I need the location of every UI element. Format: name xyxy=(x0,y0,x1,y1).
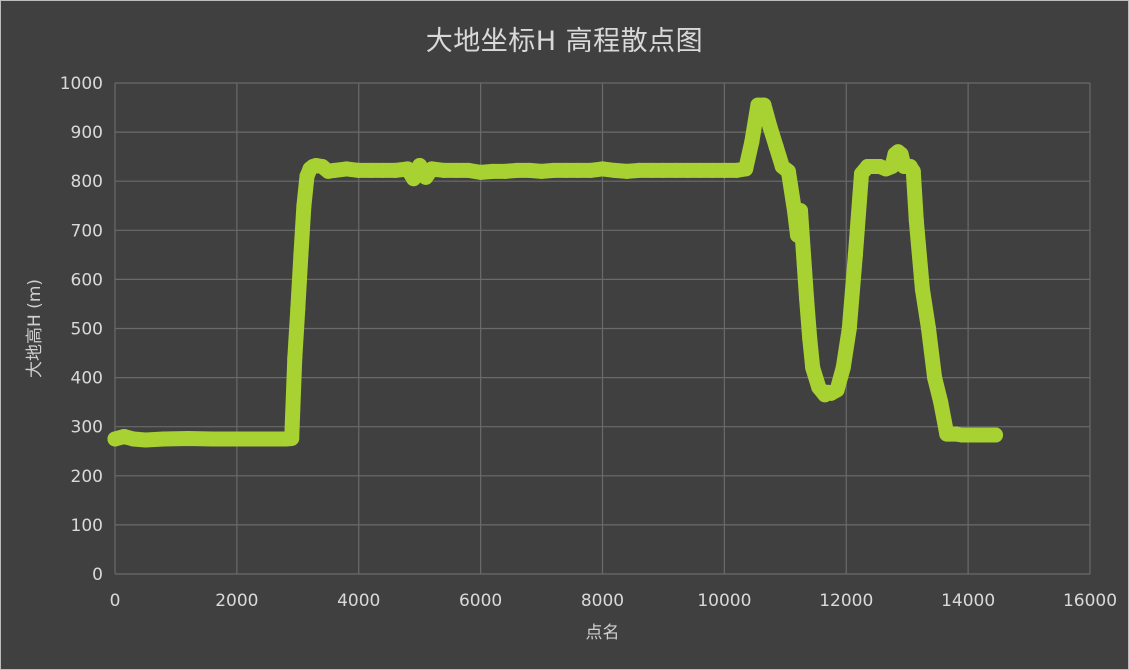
data-point xyxy=(534,163,550,179)
data-point xyxy=(704,162,720,178)
y-tick-label: 900 xyxy=(71,123,103,143)
data-point xyxy=(284,430,300,446)
data-point xyxy=(229,431,245,447)
data-point xyxy=(768,139,784,155)
x-tick-label: 16000 xyxy=(1063,591,1117,611)
data-point xyxy=(293,247,309,263)
data-point xyxy=(744,134,760,150)
series-1 xyxy=(107,97,1004,448)
data-point xyxy=(546,162,562,178)
data-point xyxy=(485,163,501,179)
data-point xyxy=(847,247,863,263)
data-point xyxy=(412,157,428,173)
data-point xyxy=(927,370,943,386)
data-point xyxy=(326,162,342,178)
data-point xyxy=(908,212,924,228)
data-point xyxy=(296,198,312,214)
data-point xyxy=(290,301,306,317)
x-axis-ticks: 0 2000 4000 6000 8000 10000 12000 14000 16000 xyxy=(110,591,1117,611)
y-tick-label: 500 xyxy=(71,320,103,340)
data-point xyxy=(829,382,845,398)
data-point xyxy=(205,431,220,447)
x-tick-label: 10000 xyxy=(697,591,751,611)
data-point xyxy=(790,227,805,243)
data-point xyxy=(253,431,269,447)
data-point xyxy=(287,350,303,366)
data-point xyxy=(460,162,476,178)
data-point xyxy=(988,427,1004,443)
x-tick-label: 14000 xyxy=(941,591,995,611)
data-point xyxy=(631,162,647,178)
data-point xyxy=(436,162,452,178)
series-line xyxy=(107,97,1003,448)
data-point xyxy=(363,162,379,178)
data-point xyxy=(933,394,949,410)
data-point xyxy=(619,163,635,179)
data-point xyxy=(509,162,525,178)
data-point xyxy=(799,291,815,307)
y-tick-label: 1000 xyxy=(60,74,103,94)
data-point xyxy=(893,146,909,162)
data-point xyxy=(914,281,930,297)
data-point xyxy=(558,162,574,178)
y-tick-label: 300 xyxy=(71,418,103,438)
data-point xyxy=(406,171,422,187)
data-point xyxy=(756,97,772,113)
data-point xyxy=(448,162,464,178)
data-point xyxy=(497,163,513,179)
data-point xyxy=(716,162,732,178)
data-point xyxy=(921,321,937,336)
y-axis-title: 大地高H (m) xyxy=(25,279,45,378)
y-tick-label: 400 xyxy=(71,369,103,389)
data-point xyxy=(137,432,153,448)
x-tick-label: 2000 xyxy=(215,591,258,611)
x-tick-label: 6000 xyxy=(459,591,502,611)
data-point xyxy=(841,321,857,336)
data-point xyxy=(387,162,403,178)
x-tick-label: 8000 xyxy=(581,591,624,611)
data-point xyxy=(643,162,659,178)
y-tick-label: 100 xyxy=(71,516,103,536)
data-point xyxy=(738,161,754,177)
data-point xyxy=(180,430,196,446)
data-point xyxy=(375,162,391,178)
data-point xyxy=(595,161,610,177)
data-point xyxy=(521,162,537,178)
y-tick-label: 800 xyxy=(71,172,103,192)
x-tick-label: 12000 xyxy=(819,591,873,611)
y-tick-label: 0 xyxy=(92,565,103,585)
y-tick-label: 600 xyxy=(71,270,103,290)
data-point xyxy=(570,162,586,178)
data-point xyxy=(802,330,818,346)
data-point xyxy=(473,164,489,180)
data-point xyxy=(692,162,708,178)
data-point xyxy=(884,158,900,174)
data-point xyxy=(793,203,809,219)
data-point xyxy=(762,119,778,135)
data-point xyxy=(351,162,367,178)
x-tick-label: 0 xyxy=(110,591,121,611)
data-point xyxy=(125,431,141,447)
data-point xyxy=(835,360,851,376)
y-tick-label: 200 xyxy=(71,467,103,487)
data-point xyxy=(780,163,796,179)
chart-title: 大地坐标H 高程散点图 xyxy=(425,26,704,57)
y-axis-ticks: 0 100 200 300 400 500 600 700 800 900 1000 xyxy=(60,74,103,585)
data-point xyxy=(582,162,598,178)
data-point xyxy=(424,161,440,177)
x-axis-title: 点名 xyxy=(586,623,620,643)
data-point xyxy=(668,162,684,178)
y-tick-label: 700 xyxy=(71,221,103,241)
x-tick-label: 4000 xyxy=(337,591,380,611)
data-point xyxy=(905,163,921,179)
data-point xyxy=(156,431,172,447)
data-point xyxy=(680,162,696,178)
data-point xyxy=(339,161,355,177)
data-point xyxy=(607,162,623,178)
data-point xyxy=(655,162,671,178)
grid xyxy=(114,82,1091,575)
data-point xyxy=(805,360,821,376)
